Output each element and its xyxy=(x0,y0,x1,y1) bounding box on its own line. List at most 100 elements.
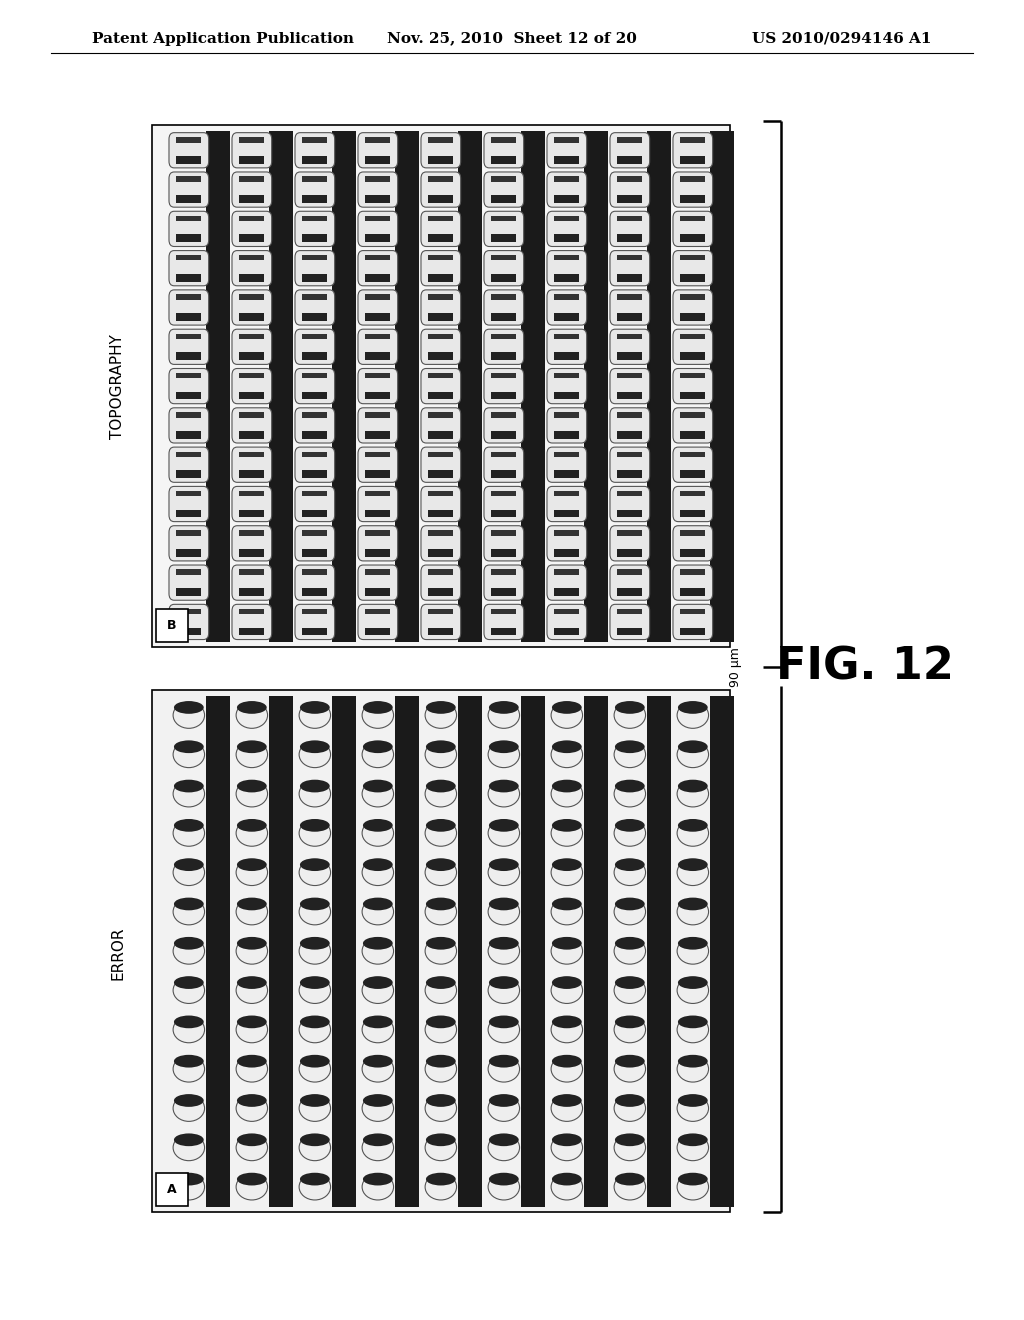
Ellipse shape xyxy=(362,1015,393,1028)
FancyBboxPatch shape xyxy=(232,290,271,325)
FancyBboxPatch shape xyxy=(610,408,649,444)
Ellipse shape xyxy=(173,702,205,729)
Bar xyxy=(240,352,264,360)
Bar xyxy=(302,372,328,379)
Bar xyxy=(617,609,642,614)
Ellipse shape xyxy=(237,899,267,925)
Bar xyxy=(584,131,608,642)
Bar xyxy=(332,696,356,1206)
Bar xyxy=(458,131,482,642)
FancyBboxPatch shape xyxy=(610,605,649,639)
Bar xyxy=(206,696,230,1206)
Ellipse shape xyxy=(615,977,645,989)
Ellipse shape xyxy=(299,1056,331,1082)
Ellipse shape xyxy=(552,1015,582,1028)
FancyBboxPatch shape xyxy=(610,211,649,247)
Ellipse shape xyxy=(552,741,582,754)
Ellipse shape xyxy=(426,1094,456,1107)
Bar xyxy=(366,531,390,536)
Ellipse shape xyxy=(362,741,393,754)
FancyBboxPatch shape xyxy=(547,447,587,482)
Ellipse shape xyxy=(488,780,519,792)
Ellipse shape xyxy=(551,1056,583,1082)
Ellipse shape xyxy=(237,741,266,754)
Ellipse shape xyxy=(362,937,393,949)
Ellipse shape xyxy=(174,818,204,832)
Ellipse shape xyxy=(614,780,645,807)
Ellipse shape xyxy=(362,1173,393,1200)
Bar xyxy=(240,137,264,143)
Bar xyxy=(302,392,328,400)
Ellipse shape xyxy=(299,1134,331,1160)
FancyBboxPatch shape xyxy=(232,565,271,601)
FancyBboxPatch shape xyxy=(232,408,271,444)
Bar xyxy=(302,412,328,417)
Bar xyxy=(176,137,201,143)
Bar xyxy=(240,531,264,536)
Bar xyxy=(554,549,580,557)
Bar xyxy=(681,137,706,143)
Bar xyxy=(710,696,734,1206)
FancyBboxPatch shape xyxy=(358,525,397,561)
FancyBboxPatch shape xyxy=(421,368,461,404)
Ellipse shape xyxy=(678,701,708,714)
Bar xyxy=(176,470,201,478)
FancyBboxPatch shape xyxy=(421,565,461,601)
Bar xyxy=(681,432,706,438)
Bar xyxy=(554,177,580,182)
Bar xyxy=(617,510,642,517)
Ellipse shape xyxy=(678,780,708,792)
Bar xyxy=(617,412,642,417)
Ellipse shape xyxy=(237,1055,266,1068)
Ellipse shape xyxy=(426,741,456,754)
Bar xyxy=(554,412,580,417)
Ellipse shape xyxy=(488,937,519,949)
Bar xyxy=(554,491,580,496)
Bar xyxy=(302,491,328,496)
Ellipse shape xyxy=(488,898,519,911)
Bar xyxy=(176,313,201,321)
Bar xyxy=(240,215,264,222)
FancyBboxPatch shape xyxy=(484,408,523,444)
Ellipse shape xyxy=(615,741,645,754)
Bar xyxy=(366,352,390,360)
Bar xyxy=(492,510,516,517)
Ellipse shape xyxy=(678,818,708,832)
Bar xyxy=(176,392,201,400)
Bar xyxy=(240,549,264,557)
Ellipse shape xyxy=(615,1094,645,1107)
FancyBboxPatch shape xyxy=(169,368,209,404)
Ellipse shape xyxy=(299,859,331,886)
Ellipse shape xyxy=(362,702,393,729)
Ellipse shape xyxy=(237,858,266,871)
Bar xyxy=(492,195,516,203)
FancyBboxPatch shape xyxy=(232,133,271,168)
Bar xyxy=(302,334,328,339)
FancyBboxPatch shape xyxy=(610,329,649,364)
FancyBboxPatch shape xyxy=(295,211,335,247)
Bar xyxy=(428,255,454,260)
Bar xyxy=(302,156,328,164)
Bar xyxy=(176,531,201,536)
FancyBboxPatch shape xyxy=(484,133,523,168)
FancyBboxPatch shape xyxy=(169,447,209,482)
Bar xyxy=(711,131,734,642)
Bar xyxy=(176,352,201,360)
FancyBboxPatch shape xyxy=(673,329,713,364)
FancyBboxPatch shape xyxy=(169,525,209,561)
Bar xyxy=(681,215,706,222)
FancyBboxPatch shape xyxy=(547,211,587,247)
Ellipse shape xyxy=(615,898,645,911)
Ellipse shape xyxy=(362,859,393,886)
Bar xyxy=(366,273,390,281)
FancyBboxPatch shape xyxy=(673,605,713,639)
Bar xyxy=(492,235,516,242)
Bar xyxy=(554,294,580,300)
Ellipse shape xyxy=(614,1096,645,1122)
Ellipse shape xyxy=(552,1094,582,1107)
Ellipse shape xyxy=(300,1055,330,1068)
Bar xyxy=(366,156,390,164)
FancyBboxPatch shape xyxy=(295,605,335,639)
FancyBboxPatch shape xyxy=(232,605,271,639)
Ellipse shape xyxy=(425,939,457,964)
